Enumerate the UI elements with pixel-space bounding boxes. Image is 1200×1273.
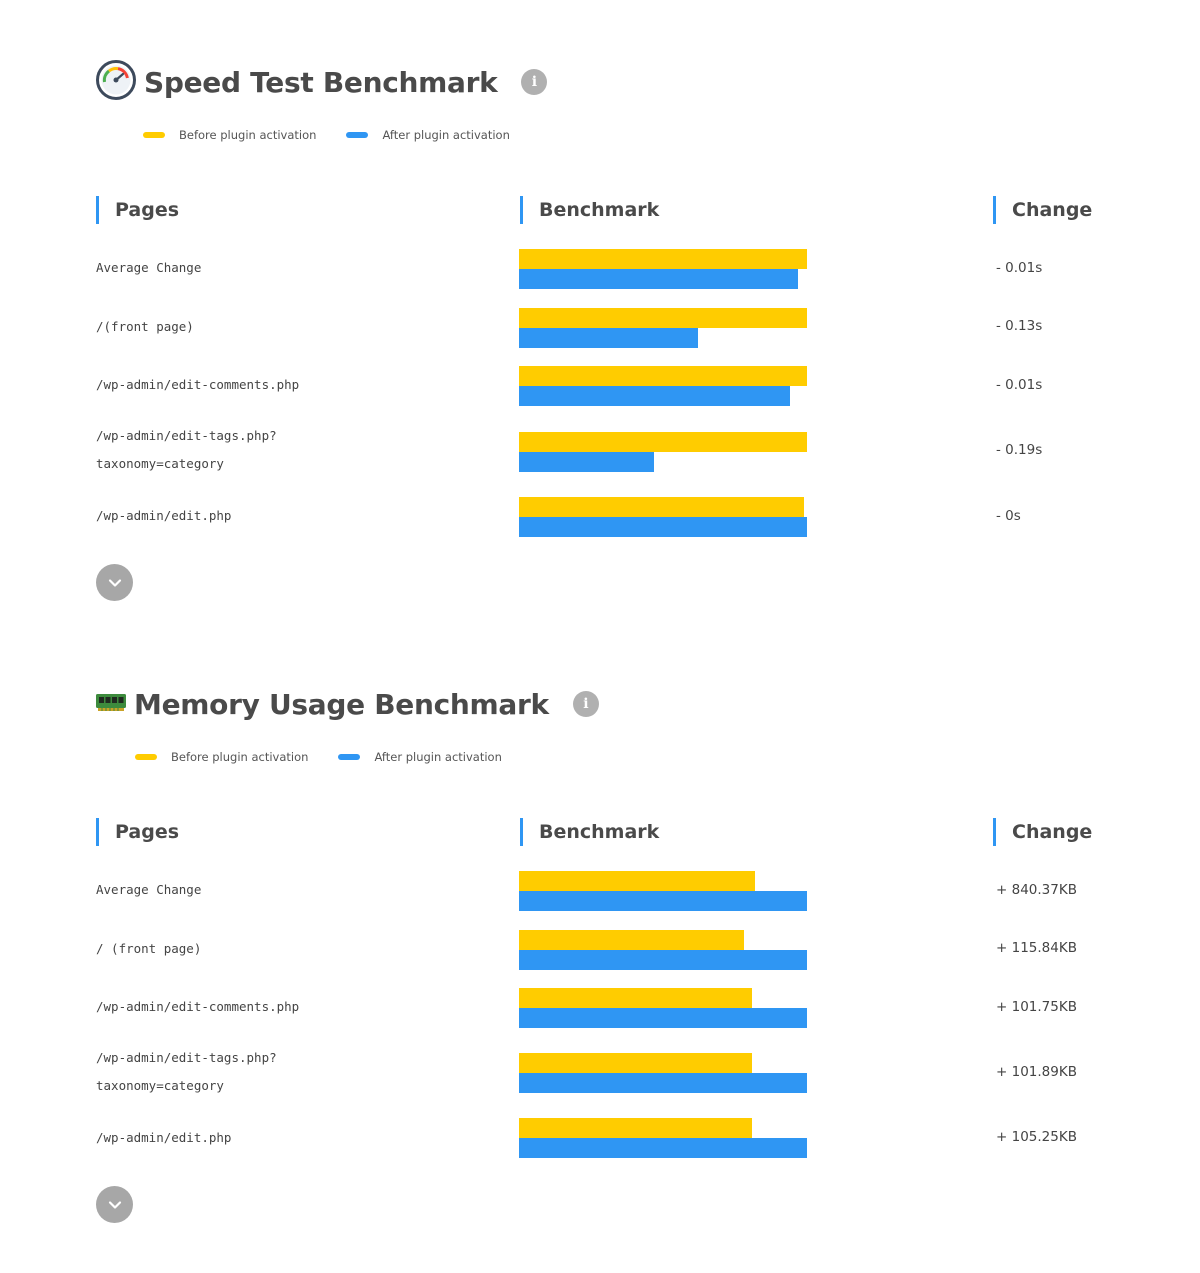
page-label-line2: taxonomy=category <box>96 1078 224 1093</box>
legend-after: After plugin activation <box>338 750 502 764</box>
expand-button[interactable] <box>96 564 133 601</box>
page-label: /wp-admin/edit.php <box>96 508 232 523</box>
expand-button[interactable] <box>96 1186 133 1223</box>
bar-before <box>519 988 752 1008</box>
page-label: /wp-admin/edit-comments.php <box>96 377 300 392</box>
bar-before <box>519 1053 752 1073</box>
bar-after <box>519 1008 807 1028</box>
bar-after <box>519 950 807 970</box>
memory-legend: Before plugin activation After plugin ac… <box>135 750 532 764</box>
bar-before <box>519 1118 752 1138</box>
change-value: - 0s <box>996 508 1021 524</box>
bar-after <box>519 269 798 289</box>
change-value: - 0.19s <box>996 442 1043 458</box>
bar-after <box>519 1073 807 1093</box>
pages-column-header: Pages <box>96 818 179 846</box>
bar-before <box>519 871 755 891</box>
bar-before <box>519 249 807 269</box>
bar-after <box>519 1138 807 1158</box>
legend-after-label: After plugin activation <box>382 128 510 142</box>
bar-after <box>519 452 654 472</box>
change-column-header: Change <box>993 196 1092 224</box>
legend-after-label: After plugin activation <box>374 750 502 764</box>
speed-title: Speed Test Benchmark <box>144 65 498 99</box>
legend-before: Before plugin activation <box>135 750 308 764</box>
bar-before <box>519 432 807 452</box>
page-label-line1: /wp-admin/edit-tags.php? <box>96 428 277 443</box>
memory-title-row: Memory Usage Benchmark i <box>96 682 599 726</box>
bar-before <box>519 930 744 950</box>
bar-before <box>519 308 807 328</box>
page-label: /(front page) <box>96 319 194 334</box>
page-label: /wp-admin/edit-comments.php <box>96 999 300 1014</box>
bar-before <box>519 366 807 386</box>
change-value: + 840.37KB <box>996 882 1077 898</box>
bar-after <box>519 517 807 537</box>
benchmark-column-header: Benchmark <box>520 196 659 224</box>
legend-before-label: Before plugin activation <box>179 128 317 142</box>
bar-after <box>519 328 698 348</box>
page-label-multiline: /wp-admin/edit-tags.php? taxonomy=catego… <box>96 422 456 478</box>
page-label: /wp-admin/edit.php <box>96 1130 232 1145</box>
info-icon[interactable]: i <box>572 691 599 717</box>
speedometer-icon <box>96 59 136 105</box>
page-label-multiline: /wp-admin/edit-tags.php? taxonomy=catego… <box>96 1044 456 1100</box>
page-label-line2: taxonomy=category <box>96 456 224 471</box>
page-label: Average Change <box>96 260 202 275</box>
speed-title-row: Speed Test Benchmark i <box>96 59 548 105</box>
change-value: + 101.89KB <box>996 1064 1077 1080</box>
page-label-line1: /wp-admin/edit-tags.php? <box>96 1050 277 1065</box>
bar-before <box>519 497 804 517</box>
speed-legend: Before plugin activation After plugin ac… <box>143 128 540 142</box>
bar-after <box>519 386 790 406</box>
memory-title: Memory Usage Benchmark <box>134 687 549 721</box>
page-label: / (front page) <box>96 941 202 956</box>
legend-before-swatch <box>135 754 157 760</box>
chevron-down-icon <box>108 1200 121 1209</box>
change-value: - 0.13s <box>996 318 1043 334</box>
ram-chip-icon <box>96 691 126 718</box>
legend-after: After plugin activation <box>346 128 510 142</box>
change-value: - 0.01s <box>996 260 1043 276</box>
change-value: - 0.01s <box>996 377 1043 393</box>
bar-after <box>519 891 807 911</box>
chevron-down-icon <box>108 578 121 587</box>
legend-before-swatch <box>143 132 165 138</box>
benchmark-column-header: Benchmark <box>520 818 659 846</box>
info-icon[interactable]: i <box>521 69 548 95</box>
legend-after-swatch <box>346 132 369 138</box>
change-value: + 115.84KB <box>996 940 1077 956</box>
legend-before: Before plugin activation <box>143 128 316 142</box>
change-column-header: Change <box>993 818 1092 846</box>
pages-column-header: Pages <box>96 196 179 224</box>
page-label: Average Change <box>96 882 202 897</box>
change-value: + 101.75KB <box>996 999 1077 1015</box>
legend-before-label: Before plugin activation <box>171 750 309 764</box>
legend-after-swatch <box>338 754 361 760</box>
change-value: + 105.25KB <box>996 1129 1077 1145</box>
